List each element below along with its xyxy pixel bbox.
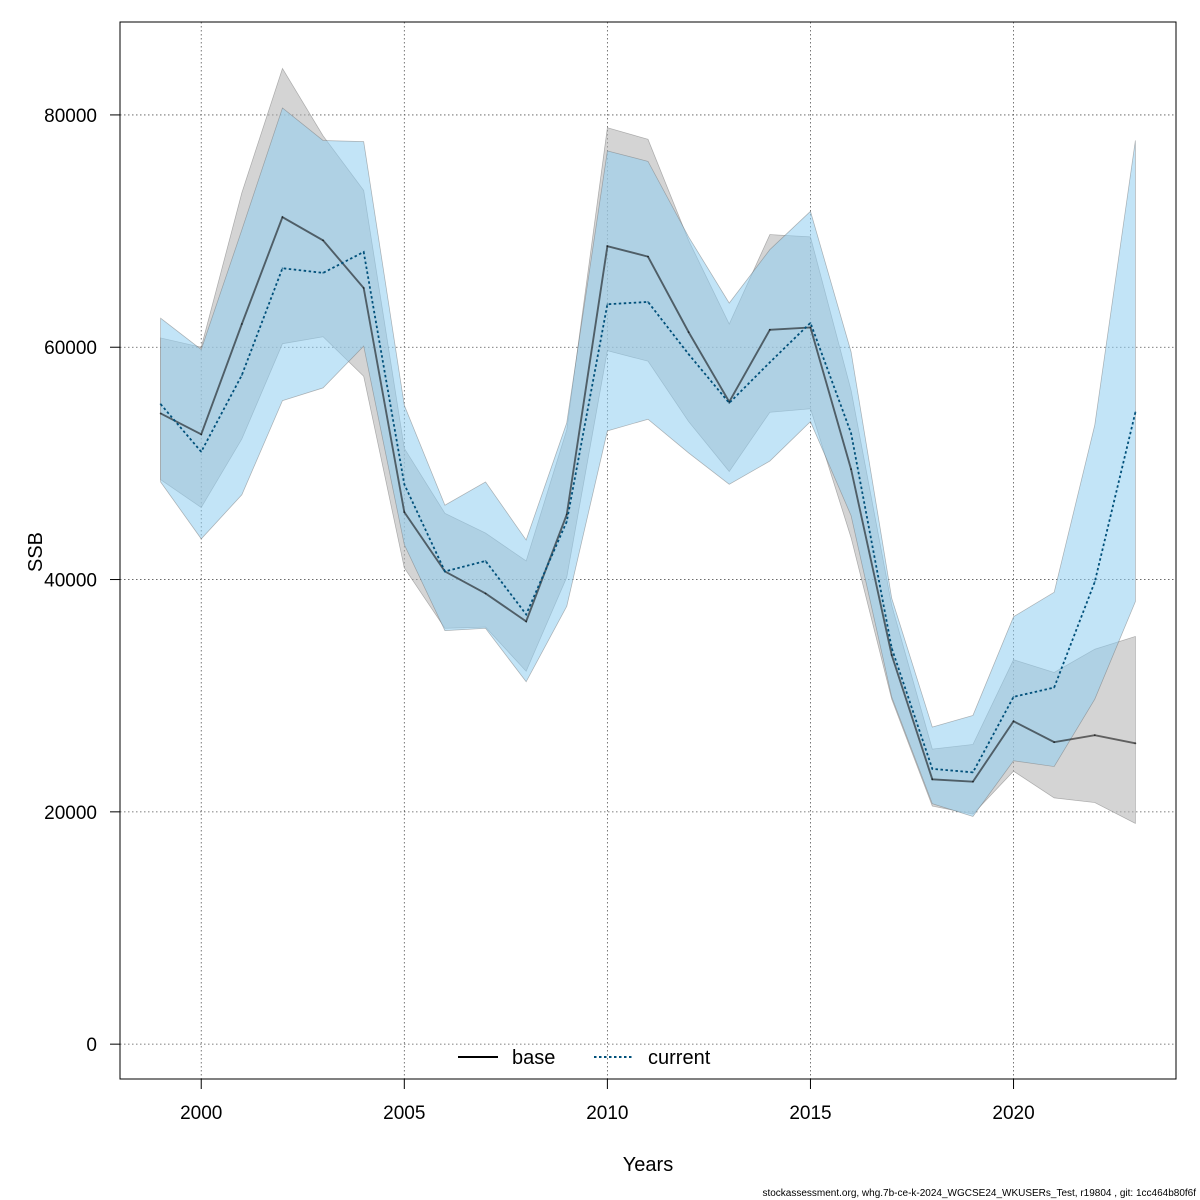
- y-axis-title: SSB: [25, 532, 47, 572]
- current-point-2016: [850, 432, 852, 435]
- x-tick-label-3: 2015: [789, 1103, 831, 1124]
- base-point-2008: [525, 620, 528, 623]
- current-point-2008: [525, 613, 528, 616]
- base-point-2017: [890, 654, 893, 656]
- current-point-2018: [931, 767, 934, 770]
- series-lines: [159, 215, 1137, 783]
- base-point-2007: [484, 592, 487, 595]
- base-point-2002: [281, 216, 284, 219]
- legend-label-current: current: [648, 1047, 711, 1069]
- current-point-2011: [647, 301, 649, 303]
- base-point-2014: [768, 328, 771, 331]
- current-point-2002: [281, 267, 284, 270]
- x-tick-label-4: 2020: [992, 1103, 1034, 1124]
- y-tick-label-2: 40000: [44, 571, 97, 592]
- current-point-2022: [1093, 580, 1096, 583]
- base-point-2020: [1012, 720, 1015, 723]
- current-point-2023: [1134, 411, 1137, 414]
- x-tick-label-0: 2000: [180, 1103, 222, 1124]
- base-point-1999: [159, 412, 162, 415]
- current-point-2005: [403, 483, 406, 486]
- y-tick-label-0: 0: [86, 1035, 97, 1056]
- y-tick-label-1: 20000: [44, 803, 97, 824]
- confidence-bands: [160, 67, 1136, 825]
- plot-frame: [119, 21, 1177, 1080]
- current-point-1999: [159, 403, 162, 406]
- axes: 2000 2005 2010 2015 2020 0 20000 40000 60000 8000…: [44, 106, 1035, 1124]
- current-confidence-band: [160, 107, 1136, 817]
- base-point-2023: [1134, 742, 1137, 745]
- current-point-2020: [1012, 695, 1015, 698]
- current-point-2019: [972, 771, 974, 774]
- base-point-2019: [972, 780, 974, 783]
- legend: base current: [458, 1047, 711, 1069]
- base-point-2012: [687, 331, 690, 334]
- current-point-2006: [444, 570, 446, 573]
- x-axis-title: Years: [623, 1154, 673, 1176]
- footer-caption: stockassessment.org, whg.7b-ce-k-2024_WG…: [762, 1188, 1196, 1199]
- base-point-2005: [403, 511, 406, 514]
- current-point-2007: [484, 560, 487, 562]
- current-point-2021: [1053, 686, 1056, 689]
- current-point-2009: [565, 520, 568, 523]
- base-point-2001: [240, 323, 243, 325]
- current-point-2013: [728, 402, 731, 404]
- base-point-2018: [931, 778, 934, 781]
- current-point-2015: [809, 321, 812, 324]
- base-point-2003: [322, 239, 324, 242]
- base-point-2015: [809, 326, 812, 329]
- legend-label-base: base: [512, 1047, 555, 1069]
- current-point-2017: [890, 647, 893, 649]
- current-point-2014: [768, 361, 771, 364]
- current-point-2012: [687, 353, 690, 356]
- base-point-2004: [362, 287, 365, 289]
- y-tick-label-4: 80000: [44, 106, 97, 127]
- current-point-2000: [200, 450, 203, 453]
- base-point-2000: [200, 433, 203, 436]
- base-point-2021: [1053, 741, 1056, 744]
- x-tick-label-2: 2010: [586, 1103, 628, 1124]
- x-tick-label-1: 2005: [383, 1103, 425, 1124]
- base-point-2009: [565, 513, 568, 516]
- current-point-2003: [322, 271, 324, 274]
- base-point-2022: [1093, 734, 1096, 737]
- current-point-2001: [240, 374, 243, 377]
- y-tick-label-3: 60000: [44, 338, 97, 359]
- base-point-2010: [606, 245, 609, 248]
- current-point-2010: [606, 303, 609, 306]
- base-point-2016: [850, 468, 852, 471]
- current-point-2004: [362, 251, 365, 253]
- base-point-2011: [647, 255, 649, 258]
